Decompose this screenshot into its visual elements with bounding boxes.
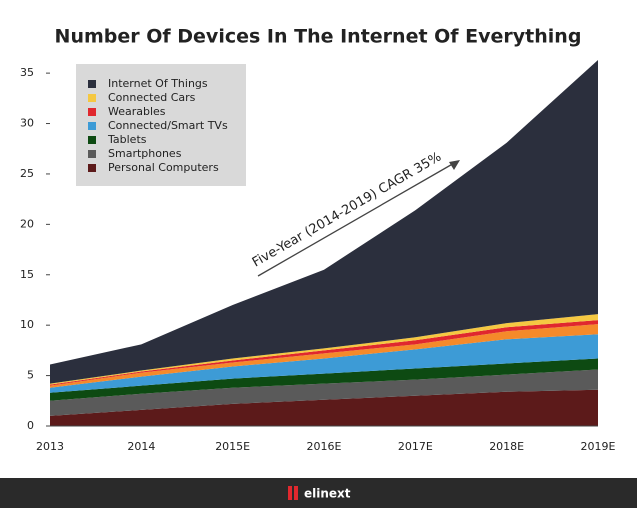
legend-label: Wearables — [108, 105, 166, 118]
x-tick-label: 2014 — [127, 440, 155, 453]
footer-bar — [0, 478, 637, 508]
y-tick-label: 20 — [20, 217, 34, 230]
x-tick-label: 2019E — [581, 440, 616, 453]
y-tick-label: 5 — [27, 369, 34, 382]
y-tick-label: 35 — [20, 66, 34, 79]
x-tick-label: 2015E — [215, 440, 250, 453]
x-tick-label: 2016E — [307, 440, 342, 453]
legend-swatch — [88, 94, 96, 102]
area — [50, 334, 598, 393]
x-tick-label: 2013 — [36, 440, 64, 453]
y-tick-label: 0 — [27, 419, 34, 432]
legend-label: Tablets — [107, 133, 147, 146]
legend-label: Internet Of Things — [108, 77, 208, 90]
chart-title: Number Of Devices In The Internet Of Eve… — [55, 26, 582, 48]
legend-label: Connected Cars — [108, 91, 196, 104]
legend-swatch — [88, 150, 96, 158]
legend-label: Smartphones — [108, 147, 182, 160]
legend-swatch — [88, 122, 96, 130]
legend-label: Connected/Smart TVs — [108, 119, 228, 132]
legend-label: Personal Computers — [108, 161, 219, 174]
logo-mark — [288, 486, 292, 500]
area — [50, 320, 598, 386]
legend-swatch — [88, 164, 96, 172]
y-tick-label: 30 — [20, 117, 34, 130]
area — [50, 314, 598, 385]
area — [50, 369, 598, 416]
x-tick-label: 2018E — [489, 440, 524, 453]
annotation-arrow — [257, 161, 457, 277]
area — [50, 389, 598, 426]
legend-swatch — [88, 80, 96, 88]
y-tick-label: 15 — [20, 268, 34, 281]
annotation-arrowhead — [449, 160, 460, 170]
footer-logo: elinext — [304, 487, 351, 501]
logo-mark — [294, 486, 298, 500]
y-tick-label: 25 — [20, 167, 34, 180]
legend-swatch — [88, 108, 96, 116]
y-tick-label: 10 — [20, 318, 34, 331]
area — [50, 324, 598, 388]
legend-swatch — [88, 136, 96, 144]
area — [50, 60, 598, 384]
legend-box — [76, 64, 246, 186]
x-tick-label: 2017E — [398, 440, 433, 453]
area — [50, 358, 598, 401]
